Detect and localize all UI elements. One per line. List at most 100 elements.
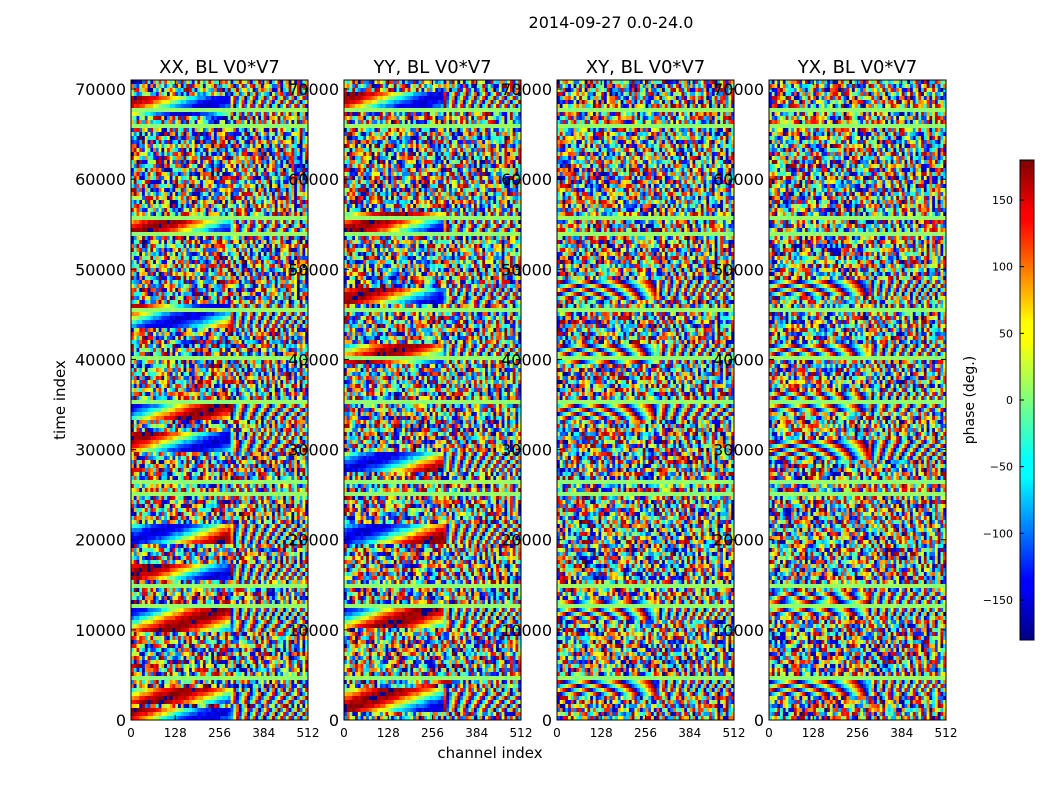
- heatmap-cell: [294, 184, 298, 189]
- heatmap-cell: [241, 100, 245, 105]
- heatmap-cell: [158, 184, 162, 189]
- heatmap-cell: [211, 360, 215, 365]
- heatmap-cell: [280, 380, 284, 385]
- heatmap-cell: [255, 232, 259, 237]
- heatmap-cell: [150, 172, 154, 177]
- heatmap-cell: [155, 292, 160, 297]
- heatmap-cell: [238, 384, 243, 389]
- heatmap-cell: [216, 248, 220, 253]
- heatmap-cell: [189, 232, 193, 237]
- heatmap-cell: [211, 368, 215, 373]
- heatmap-cell: [153, 264, 157, 269]
- heatmap-cell: [291, 356, 295, 361]
- heatmap-cell: [236, 284, 240, 289]
- heatmap-cell: [150, 80, 154, 85]
- heatmap-cell: [153, 228, 157, 233]
- heatmap-cell: [139, 196, 143, 201]
- heatmap-cell: [147, 180, 151, 185]
- heatmap-cell: [191, 252, 196, 257]
- heatmap-cell: [169, 388, 173, 393]
- heatmap-cell: [241, 292, 245, 297]
- heatmap-cell: [200, 196, 204, 201]
- heatmap-cell: [280, 384, 284, 389]
- heatmap-cell: [274, 304, 278, 309]
- heatmap-cell: [158, 132, 162, 137]
- heatmap-cell: [277, 264, 281, 269]
- heatmap-cell: [189, 288, 193, 293]
- heatmap-cell: [161, 132, 165, 137]
- heatmap-cell: [147, 280, 151, 285]
- heatmap-cell: [169, 260, 173, 265]
- heatmap-cell: [255, 104, 259, 109]
- heatmap-cell: [172, 144, 176, 149]
- heatmap-cell: [222, 332, 226, 337]
- heatmap-cell: [164, 156, 168, 161]
- heatmap-cell: [178, 344, 182, 349]
- heatmap-cell: [249, 224, 254, 229]
- heatmap-cell: [238, 92, 243, 97]
- heatmap-cell: [274, 212, 278, 217]
- heatmap-cell: [255, 132, 259, 137]
- heatmap-cell: [299, 220, 303, 225]
- heatmap-cell: [272, 120, 276, 125]
- heatmap-cell: [302, 312, 306, 317]
- heatmap-cell: [227, 92, 231, 97]
- heatmap-cell: [147, 368, 151, 373]
- heatmap-cell: [166, 204, 171, 209]
- heatmap-cell: [269, 352, 273, 357]
- heatmap-cell: [186, 232, 190, 237]
- heatmap-cell: [249, 384, 254, 389]
- heatmap-cell: [291, 312, 295, 317]
- heatmap-cell: [166, 328, 171, 333]
- heatmap-cell: [153, 316, 157, 321]
- heatmap-cell: [305, 120, 309, 125]
- heatmap-cell: [175, 196, 179, 201]
- heatmap-cell: [302, 260, 306, 265]
- heatmap-cell: [175, 348, 179, 353]
- heatmap-cell: [252, 312, 256, 317]
- heatmap-cell: [200, 332, 204, 337]
- heatmap-cell: [252, 92, 256, 97]
- heatmap-cell: [208, 140, 212, 145]
- heatmap-cell: [241, 216, 245, 221]
- heatmap-cell: [161, 320, 165, 325]
- heatmap-cell: [302, 276, 306, 281]
- heatmap-cell: [213, 276, 218, 281]
- heatmap-cell: [305, 192, 309, 197]
- heatmap-cell: [164, 116, 168, 121]
- heatmap-cell: [255, 80, 259, 85]
- heatmap-cell: [249, 220, 254, 225]
- heatmap-cell: [186, 112, 190, 117]
- heatmap-cell: [263, 388, 267, 393]
- heatmap-cell: [178, 268, 182, 273]
- heatmap-cell: [244, 308, 248, 313]
- heatmap-cell: [213, 164, 218, 169]
- heatmap-cell: [280, 312, 284, 317]
- heatmap-cell: [255, 140, 259, 145]
- heatmap-cell: [238, 216, 243, 221]
- heatmap-cell: [247, 212, 251, 217]
- heatmap-cell: [288, 268, 292, 273]
- heatmap-cell: [247, 192, 251, 197]
- heatmap-cell: [225, 336, 229, 341]
- heatmap-cell: [225, 136, 229, 141]
- heatmap-cell: [139, 216, 143, 221]
- heatmap-cell: [142, 172, 146, 177]
- heatmap-cell: [202, 316, 207, 321]
- heatmap-cell: [150, 184, 154, 189]
- heatmap-cell: [131, 312, 135, 317]
- heatmap-cell: [211, 216, 215, 221]
- heatmap-cell: [164, 272, 168, 277]
- heatmap-cell: [227, 384, 231, 389]
- heatmap-cell: [269, 268, 273, 273]
- heatmap-cell: [166, 120, 171, 125]
- heatmap-cell: [258, 256, 262, 261]
- heatmap-cell: [236, 220, 240, 225]
- heatmap-cell: [244, 276, 248, 281]
- heatmap-cell: [144, 192, 148, 197]
- heatmap-cell: [200, 380, 204, 385]
- heatmap-cell: [305, 272, 309, 277]
- heatmap-cell: [211, 288, 215, 293]
- heatmap-cell: [247, 84, 251, 89]
- heatmap-cell: [299, 292, 303, 297]
